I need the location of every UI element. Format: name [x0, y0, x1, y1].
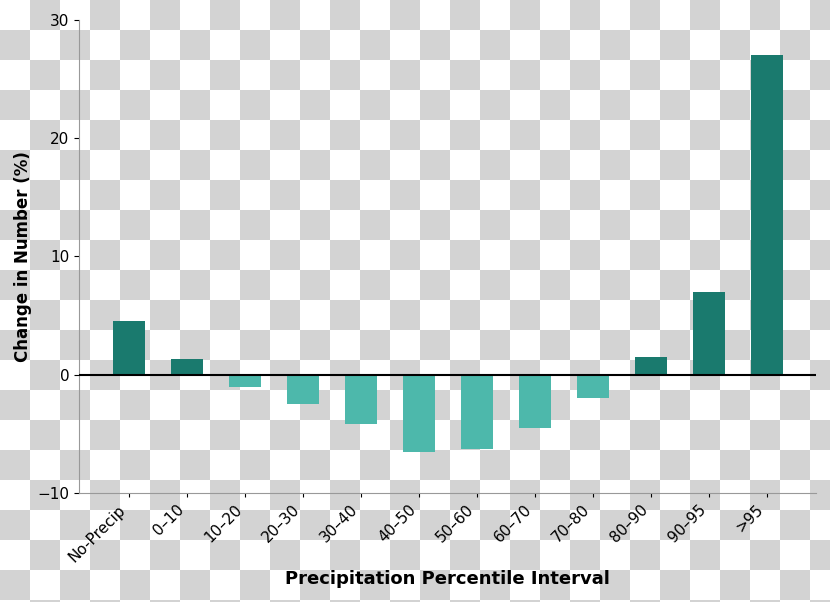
Bar — [693, 292, 725, 374]
Bar — [577, 374, 608, 399]
Bar — [461, 374, 492, 449]
Bar — [286, 374, 319, 405]
X-axis label: Precipitation Percentile Interval: Precipitation Percentile Interval — [286, 570, 610, 588]
Bar — [750, 55, 783, 374]
Bar — [519, 374, 550, 428]
Bar — [113, 321, 144, 374]
Bar — [171, 359, 203, 374]
Y-axis label: Change in Number (%): Change in Number (%) — [14, 151, 32, 362]
Bar — [229, 374, 261, 386]
Bar — [344, 374, 377, 424]
Bar — [635, 357, 666, 374]
Bar — [403, 374, 435, 452]
